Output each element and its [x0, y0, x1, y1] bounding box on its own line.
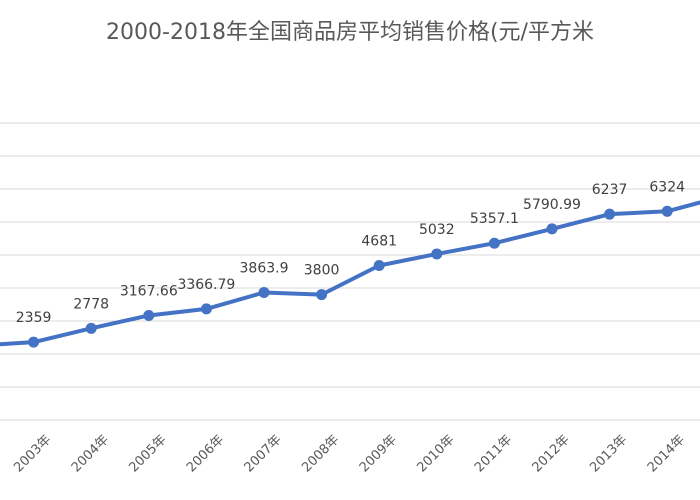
grid-layer — [0, 122, 700, 421]
x-tick-label: 2010年 — [414, 432, 457, 475]
x-tick-layer: 2002年2003年2004年2005年2006年2007年2008年2009年… — [11, 432, 688, 475]
x-tick-label: 2007年 — [242, 432, 285, 475]
data-point — [488, 237, 500, 249]
series-layer — [0, 200, 700, 347]
data-label: 5790.99 — [523, 197, 581, 213]
chart-title: 2000-2018年全国商品房平均销售价格(元/平方米 — [106, 20, 594, 45]
x-tick-label: 2014年 — [645, 432, 688, 475]
data-point — [200, 303, 212, 315]
data-point — [604, 208, 616, 220]
x-tick-label: 2012年 — [530, 432, 573, 475]
data-label: 6324 — [649, 179, 685, 195]
x-tick-label: 2011年 — [472, 432, 515, 475]
x-tick-label: 2005年 — [126, 432, 169, 475]
x-tick-label: 2008年 — [299, 432, 342, 475]
data-point — [546, 223, 558, 235]
x-tick-label: 2003年 — [11, 432, 54, 475]
data-label: 5032 — [419, 222, 455, 238]
data-point — [373, 260, 385, 272]
x-tick-label: 2013年 — [587, 432, 630, 475]
data-label: 6237 — [592, 182, 628, 198]
data-label: 4681 — [361, 234, 397, 250]
series-line — [0, 200, 700, 347]
data-label: 3366.79 — [177, 277, 235, 293]
x-tick-label: 2006年 — [184, 432, 227, 475]
data-label: 5357.1 — [470, 211, 519, 227]
data-point — [431, 248, 443, 260]
data-label: 3863.9 — [240, 260, 289, 276]
data-point — [661, 205, 673, 217]
data-label-layer: 2359 2778 3167.66 3366.79 3863.9 3800 4681 5032… — [16, 179, 685, 326]
data-point — [258, 286, 270, 298]
data-point — [316, 289, 328, 301]
data-point — [143, 309, 155, 321]
data-label: 3800 — [304, 263, 340, 279]
x-tick-label: 2004年 — [69, 432, 112, 475]
data-label: 3167.66 — [120, 283, 178, 299]
data-point — [85, 322, 97, 334]
data-label: 2778 — [73, 296, 109, 312]
point-layer — [28, 205, 673, 348]
data-label: 2359 — [16, 310, 52, 326]
data-point — [28, 336, 40, 348]
x-tick-label: 2009年 — [357, 432, 400, 475]
